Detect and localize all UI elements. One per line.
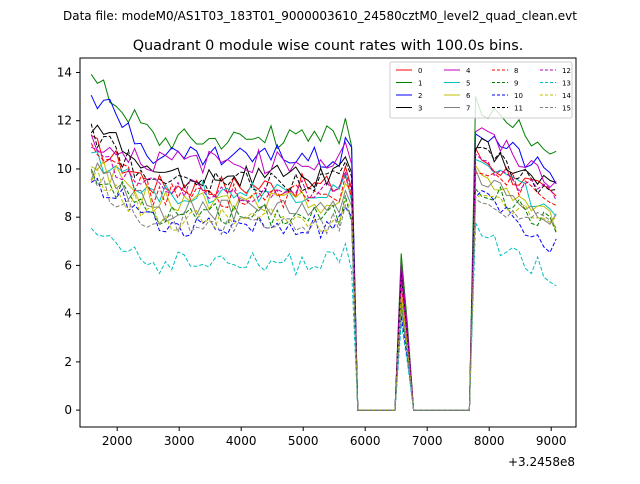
series-line-3 bbox=[90, 124, 557, 411]
y-tick-label: 0 bbox=[64, 403, 72, 417]
y-tick-label: 10 bbox=[57, 162, 72, 176]
series-line-15 bbox=[90, 170, 557, 411]
x-tick-label: 3000 bbox=[164, 434, 195, 448]
legend-label: 13 bbox=[562, 80, 571, 88]
series-line-7 bbox=[90, 162, 557, 411]
x-tick-label: 9000 bbox=[536, 434, 567, 448]
y-tick-label: 2 bbox=[64, 355, 72, 369]
x-offset-label: +3.2458e8 bbox=[508, 455, 575, 469]
series-line-5 bbox=[91, 151, 557, 411]
x-tick-label: 4000 bbox=[226, 434, 257, 448]
series-line-1 bbox=[90, 74, 557, 411]
ticks-layer: 2000 3000 4000 5000 6000 7000 8000 900002468101… bbox=[57, 65, 567, 448]
x-tick-label: 2000 bbox=[102, 434, 133, 448]
legend-label: 4 bbox=[466, 67, 471, 75]
legend-label: 8 bbox=[514, 67, 518, 75]
series-line-13 bbox=[90, 222, 557, 411]
y-tick-label: 14 bbox=[57, 65, 72, 79]
legend-label: 5 bbox=[466, 80, 470, 88]
legend-label: 7 bbox=[466, 105, 470, 113]
legend-label: 14 bbox=[562, 92, 571, 100]
legend-box bbox=[389, 61, 573, 119]
lines-layer bbox=[90, 74, 557, 411]
x-tick-label: 7000 bbox=[412, 434, 443, 448]
series-line-14 bbox=[90, 167, 557, 411]
legend-label: 1 bbox=[418, 80, 422, 88]
series-line-9 bbox=[90, 168, 557, 411]
x-tick-label: 8000 bbox=[474, 434, 505, 448]
y-tick-label: 8 bbox=[64, 210, 72, 224]
chart-title: Quadrant 0 module wise count rates with … bbox=[133, 38, 524, 54]
legend-label: 12 bbox=[562, 67, 571, 75]
series-line-10 bbox=[90, 177, 557, 411]
chart-suptitle: Data file: modeM0/AS1T03_183T01_90000036… bbox=[63, 9, 577, 23]
series-line-8 bbox=[90, 142, 557, 411]
legend-label: 6 bbox=[466, 92, 471, 100]
series-line-11 bbox=[90, 123, 557, 411]
series-line-6 bbox=[90, 160, 557, 411]
legend-label: 15 bbox=[562, 105, 571, 113]
series-line-4 bbox=[90, 127, 557, 411]
legend-label: 10 bbox=[514, 92, 523, 100]
series-line-12 bbox=[90, 146, 557, 411]
x-tick-label: 6000 bbox=[350, 434, 381, 448]
legend-label: 0 bbox=[418, 67, 422, 75]
series-line-2 bbox=[90, 94, 557, 411]
y-tick-label: 4 bbox=[64, 307, 72, 321]
axes-frame bbox=[79, 57, 577, 428]
series-line-0 bbox=[90, 134, 557, 411]
legend-label: 2 bbox=[418, 92, 422, 100]
legend-label: 9 bbox=[514, 80, 518, 88]
legend-label: 11 bbox=[514, 105, 523, 113]
x-tick-label: 5000 bbox=[288, 434, 319, 448]
y-tick-label: 12 bbox=[57, 114, 72, 128]
y-tick-label: 6 bbox=[64, 258, 72, 272]
legend-label: 3 bbox=[418, 105, 422, 113]
